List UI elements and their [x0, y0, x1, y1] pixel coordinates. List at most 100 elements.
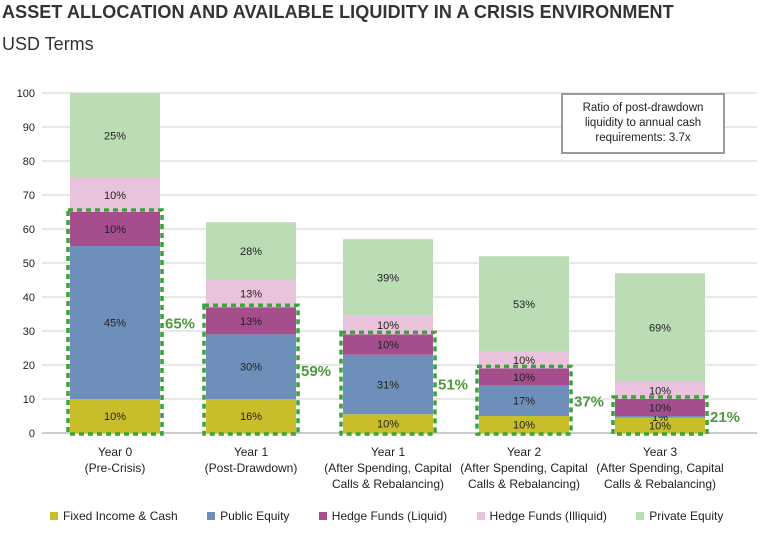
liquidity-box	[202, 303, 300, 436]
y-tick-label: 50	[23, 258, 35, 270]
chart-subtitle: USD Terms	[2, 34, 94, 54]
segment-label: 28%	[240, 246, 262, 258]
segment-label: 10%	[649, 420, 671, 432]
liquidity-box	[611, 395, 709, 436]
stacked-bar-chart: 0 10 20 30 40 50 60 70 80 90 100 10% 45% 10% 10% 25% 65%…	[17, 88, 757, 491]
legend-swatch	[207, 512, 216, 520]
legend-label: Private Equity	[649, 509, 724, 523]
legend-item-private-equity: Private Equity	[636, 509, 723, 523]
segment-label: 25%	[104, 131, 126, 143]
bar-segment	[206, 399, 296, 433]
bar-segment	[70, 212, 160, 246]
bar-segment	[343, 354, 433, 415]
x-category-label: Year 3	[643, 445, 678, 459]
legend-item-hedge-liquid: Hedge Funds (Liquid)	[318, 509, 448, 523]
bar-segment	[615, 382, 705, 399]
y-tick-label: 70	[23, 190, 35, 202]
legend-swatch	[636, 512, 645, 520]
segment-label: 10%	[513, 355, 535, 367]
annotation-line-3: requirements: 3.7x	[595, 132, 691, 144]
x-category-label: (Post-Drawdown)	[205, 461, 298, 475]
y-tick-label: 30	[23, 326, 35, 338]
segment-label: 10%	[513, 420, 535, 432]
bar-segment	[479, 416, 569, 433]
chart-title: ASSET ALLOCATION AND AVAILABLE LIQUIDITY…	[2, 2, 674, 22]
x-category-label: Year 1	[234, 445, 269, 459]
segment-label: 45%	[104, 318, 126, 330]
y-tick-label: 90	[23, 122, 35, 134]
segment-label: 10%	[377, 419, 399, 431]
y-tick-label: 100	[17, 88, 35, 100]
liquidity-box	[339, 330, 437, 436]
liquidity-percent-label: 51%	[438, 377, 468, 394]
legend-item-public-equity: Public Equity	[207, 509, 289, 523]
bar-segment	[479, 351, 569, 369]
chart-legend: Fixed Income & Cash Public Equity Hedge …	[50, 509, 749, 523]
x-category-label: (After Spending, Capital	[460, 461, 587, 475]
liquidity-percent-label: 59%	[301, 363, 331, 380]
y-tick-label: 60	[23, 224, 35, 236]
x-category-label: Calls & Rebalancing)	[332, 477, 444, 491]
bar-segment	[343, 315, 433, 335]
segment-label: 10%	[377, 320, 399, 332]
x-category-label: Calls & Rebalancing)	[604, 477, 716, 491]
legend-swatch	[318, 512, 327, 520]
legend-item-hedge-illiquid: Hedge Funds (Illiquid)	[476, 509, 607, 523]
bar-segment	[343, 414, 433, 433]
annotation-line-1: Ratio of post-drawdown	[582, 102, 704, 114]
legend-swatch	[476, 512, 485, 520]
y-tick-label: 40	[23, 292, 35, 304]
segment-label: 30%	[240, 362, 262, 374]
segment-label: 10%	[104, 224, 126, 236]
segment-label: 13%	[240, 289, 262, 301]
liquidity-ratio-annotation: Ratio of post-drawdown liquidity to annu…	[561, 93, 725, 154]
bar-segment	[479, 256, 569, 352]
segment-label: 69%	[649, 323, 671, 335]
bar-segment	[206, 280, 296, 308]
y-tick-label: 10	[23, 394, 35, 406]
segment-label: 31%	[377, 380, 399, 392]
segment-label: 10%	[649, 403, 671, 415]
x-category-label: Year 2	[507, 445, 542, 459]
segment-label: 10%	[104, 190, 126, 202]
bar-segment	[206, 334, 296, 399]
bar-segment	[70, 246, 160, 399]
x-category-label: Year 1	[371, 445, 406, 459]
bar-segment	[70, 399, 160, 433]
segment-label: 39%	[377, 272, 399, 284]
bar-segment	[206, 222, 296, 280]
x-category-label: (Pre-Crisis)	[85, 461, 146, 475]
bar-segment	[343, 334, 433, 355]
x-category-label: Year 0	[98, 445, 133, 459]
legend-label: Fixed Income & Cash	[63, 509, 178, 523]
legend-item-fixed-income: Fixed Income & Cash	[50, 509, 178, 523]
bar-segment	[343, 239, 433, 316]
x-category-label: (After Spending, Capital	[596, 461, 723, 475]
segment-label: 10%	[513, 372, 535, 384]
y-tick-label: 0	[29, 428, 35, 440]
bar-segment	[479, 368, 569, 386]
bar-segment	[615, 416, 705, 418]
bar-segment	[70, 93, 160, 178]
bar-segment	[70, 178, 160, 212]
legend-swatch	[50, 512, 58, 520]
legend-label: Hedge Funds (Illiquid)	[489, 509, 607, 523]
liquidity-box	[475, 364, 573, 436]
liquidity-percent-label: 65%	[165, 316, 195, 333]
legend-label: Hedge Funds (Liquid)	[331, 509, 448, 523]
segment-label: 10%	[104, 411, 126, 423]
bar-segment	[615, 399, 705, 416]
segment-label: 10%	[377, 340, 399, 352]
bar-segment	[615, 273, 705, 382]
liquidity-box	[66, 208, 164, 436]
y-tick-label: 20	[23, 360, 35, 372]
bar-segment	[479, 385, 569, 416]
liquidity-percent-label: 21%	[710, 409, 740, 426]
bar-segment	[206, 307, 296, 335]
annotation-line-2: liquidity to annual cash	[584, 117, 702, 129]
liquidity-percent-label: 37%	[574, 394, 604, 411]
bar-segment	[615, 417, 705, 433]
y-tick-label: 80	[23, 156, 35, 168]
segment-label: 17%	[513, 396, 535, 408]
x-category-label: Calls & Rebalancing)	[468, 477, 580, 491]
